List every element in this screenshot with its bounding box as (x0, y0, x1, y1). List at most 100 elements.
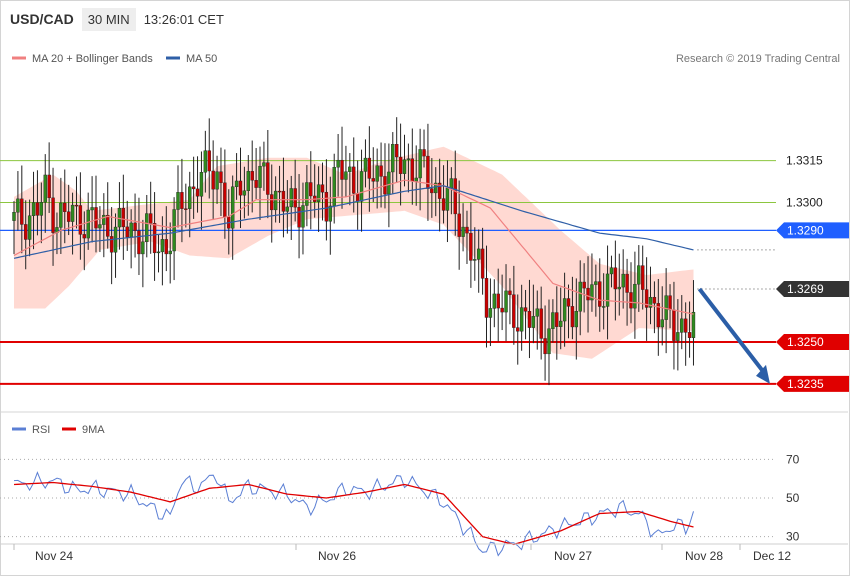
candle-body (668, 295, 672, 311)
candle-body (223, 182, 227, 218)
candle (219, 147, 223, 216)
candle (20, 165, 24, 254)
candle (461, 203, 465, 252)
price-tag-1.3235: 1.3235 (776, 375, 849, 392)
x-tick-label: Nov 26 (318, 549, 356, 563)
candle-body (590, 284, 594, 301)
candle-body (680, 318, 684, 333)
candle (234, 153, 239, 200)
candle-body (422, 149, 426, 157)
candle (621, 249, 625, 309)
candle-body (531, 316, 536, 328)
candle-body (90, 207, 94, 211)
candle-body (141, 241, 145, 255)
candle-body (652, 296, 657, 304)
candle-body (457, 213, 461, 237)
candle-body (637, 265, 641, 285)
candle (617, 253, 621, 316)
candle-body (566, 298, 571, 307)
candle (492, 279, 497, 328)
candle (469, 202, 473, 288)
candle-body (461, 226, 465, 237)
candle-body (211, 170, 215, 190)
candle (141, 219, 145, 288)
candle (484, 245, 489, 348)
rsi-tick-label: 70 (786, 452, 800, 466)
chart-header: USD/CAD 30 MIN 13:26:01 CET (10, 6, 224, 32)
candle-body (516, 327, 520, 332)
candle-body (644, 289, 649, 308)
candle-body (414, 177, 418, 182)
candle (262, 141, 266, 191)
candle-body (547, 328, 551, 355)
candle (473, 227, 477, 281)
candle (500, 274, 504, 331)
candle-body (59, 202, 63, 228)
candle (535, 290, 539, 350)
candle (652, 281, 657, 334)
candle (629, 262, 633, 324)
candle-body (250, 171, 254, 181)
candle-body (633, 283, 637, 309)
candle (543, 305, 547, 381)
candle (246, 155, 251, 216)
candle (605, 245, 610, 340)
candle-body (523, 307, 528, 312)
candle (680, 295, 684, 350)
rsi-line (13, 471, 694, 557)
candle-body (94, 207, 98, 229)
candle (152, 192, 157, 281)
candle (156, 234, 161, 273)
candle-body (500, 307, 504, 313)
candle-body (683, 318, 688, 333)
candle-body (402, 159, 407, 174)
candle-body (387, 171, 391, 195)
timeframe-button[interactable]: 30 MIN (81, 7, 136, 31)
candle (12, 201, 16, 255)
candle-body (601, 306, 606, 308)
rsi-panel: 30 50 70 (0, 452, 800, 557)
candle (453, 150, 457, 236)
forecast-arrow-head (756, 364, 770, 384)
candle (387, 143, 391, 228)
candle (94, 175, 98, 253)
candle (539, 286, 543, 360)
price-tag-1.3290: 1.3290 (776, 222, 849, 239)
candle-body (687, 332, 692, 338)
candle (66, 184, 71, 236)
candle-body (78, 205, 83, 235)
candle-body (176, 192, 180, 210)
candle-body (613, 267, 618, 290)
candle-body (453, 178, 457, 215)
candle-body (391, 144, 395, 173)
candle-body (676, 332, 680, 341)
candle (551, 299, 555, 343)
candle (254, 148, 258, 199)
candle (238, 147, 243, 229)
candle (258, 146, 262, 220)
candle (35, 170, 40, 236)
candle-body (473, 259, 477, 261)
candle-body (324, 191, 329, 222)
candle (328, 176, 333, 255)
candle (172, 197, 176, 281)
candle (586, 256, 590, 333)
candle (480, 227, 485, 295)
candle-body (582, 281, 586, 289)
candle-body (445, 187, 450, 211)
candle (133, 193, 137, 258)
candle-body (629, 292, 633, 309)
candle-body (570, 306, 575, 328)
candle (594, 264, 598, 317)
candle-body (691, 311, 696, 338)
candle-body (180, 192, 184, 209)
candle-body (328, 205, 333, 222)
candle (211, 140, 215, 221)
candles (12, 117, 696, 386)
price-label-1.3300: 1.3300 (786, 195, 823, 209)
price-tag-background (776, 280, 849, 297)
candle (125, 200, 129, 251)
candle-body (367, 157, 372, 179)
candle-body (270, 194, 274, 211)
